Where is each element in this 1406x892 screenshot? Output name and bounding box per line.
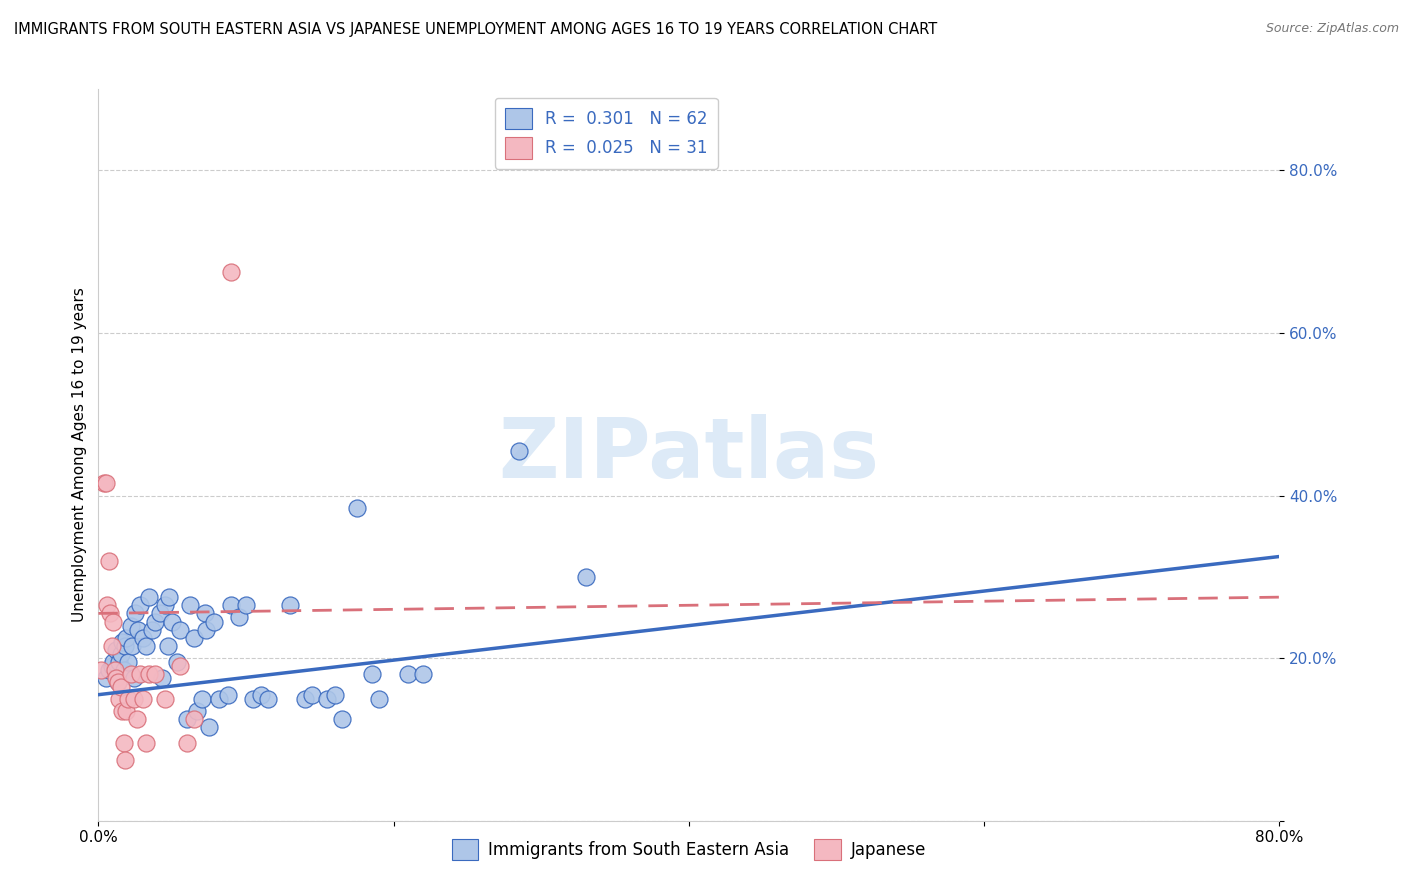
Point [127,623,149,637]
Point [194,607,217,621]
Point [242,691,264,706]
Point [166,655,188,669]
Y-axis label: Unemployment Among Ages 16 to 19 years: Unemployment Among Ages 16 to 19 years [72,287,87,623]
Point [217,688,239,702]
Point [105,643,128,657]
Point [124,607,146,621]
Point [128,667,150,681]
Point [150,672,173,686]
Point [107,675,129,690]
Point [135,736,157,750]
Point [97,663,120,677]
Point [360,667,382,681]
Point [219,599,242,613]
Point [132,691,155,706]
Legend: Immigrants from South Eastern Asia, Japanese: Immigrants from South Eastern Asia, Japa… [444,832,934,867]
Point [108,655,131,669]
Point [120,667,142,681]
Point [103,655,125,669]
Point [90,663,112,677]
Point [104,663,127,677]
Point [202,615,225,629]
Point [111,704,134,718]
Point [143,615,166,629]
Point [257,691,280,706]
Point [191,691,214,706]
Point [316,691,339,706]
Point [219,265,242,279]
Point [114,639,136,653]
Point [96,599,118,613]
Point [157,590,180,604]
Point [574,570,596,584]
Point [138,590,160,604]
Point [138,667,160,681]
Point [128,599,150,613]
Point [115,704,138,718]
Point [162,615,183,629]
Text: ZIPatlas: ZIPatlas [499,415,879,495]
Point [108,691,131,706]
Point [294,691,316,706]
Point [94,672,117,686]
Point [508,443,530,458]
Point [301,688,323,702]
Point [100,639,122,653]
Point [396,667,419,681]
Point [111,635,134,649]
Point [117,691,139,706]
Point [114,753,136,767]
Point [278,599,302,613]
Point [250,688,273,702]
Point [186,704,208,718]
Point [107,675,129,690]
Point [169,659,191,673]
Point [208,691,231,706]
Point [169,623,191,637]
Point [153,599,176,613]
Point [179,599,201,613]
Point [98,607,121,621]
Point [195,623,218,637]
Point [117,655,139,669]
Point [143,667,166,681]
Text: Source: ZipAtlas.com: Source: ZipAtlas.com [1265,22,1399,36]
Point [122,672,145,686]
Point [176,712,198,726]
Point [93,476,115,491]
Point [330,712,353,726]
Point [100,659,122,673]
Point [141,623,163,637]
Point [235,599,257,613]
Point [103,615,125,629]
Point [110,680,132,694]
Text: IMMIGRANTS FROM SOUTH EASTERN ASIA VS JAPANESE UNEMPLOYMENT AMONG AGES 16 TO 19 : IMMIGRANTS FROM SOUTH EASTERN ASIA VS JA… [14,22,938,37]
Point [198,720,221,734]
Point [153,691,176,706]
Point [323,688,346,702]
Point [120,618,142,632]
Point [122,691,145,706]
Point [115,631,138,645]
Point [156,639,179,653]
Point [94,476,117,491]
Point [112,663,135,677]
Point [228,610,250,624]
Point [97,553,120,567]
Point [121,639,143,653]
Point [132,631,155,645]
Point [183,712,205,726]
Point [346,500,368,515]
Point [183,631,205,645]
Point [412,667,434,681]
Point [368,691,391,706]
Point [125,712,148,726]
Point [176,736,198,750]
Point [110,647,132,661]
Point [135,639,157,653]
Point [149,607,172,621]
Point [105,672,128,686]
Point [112,736,135,750]
